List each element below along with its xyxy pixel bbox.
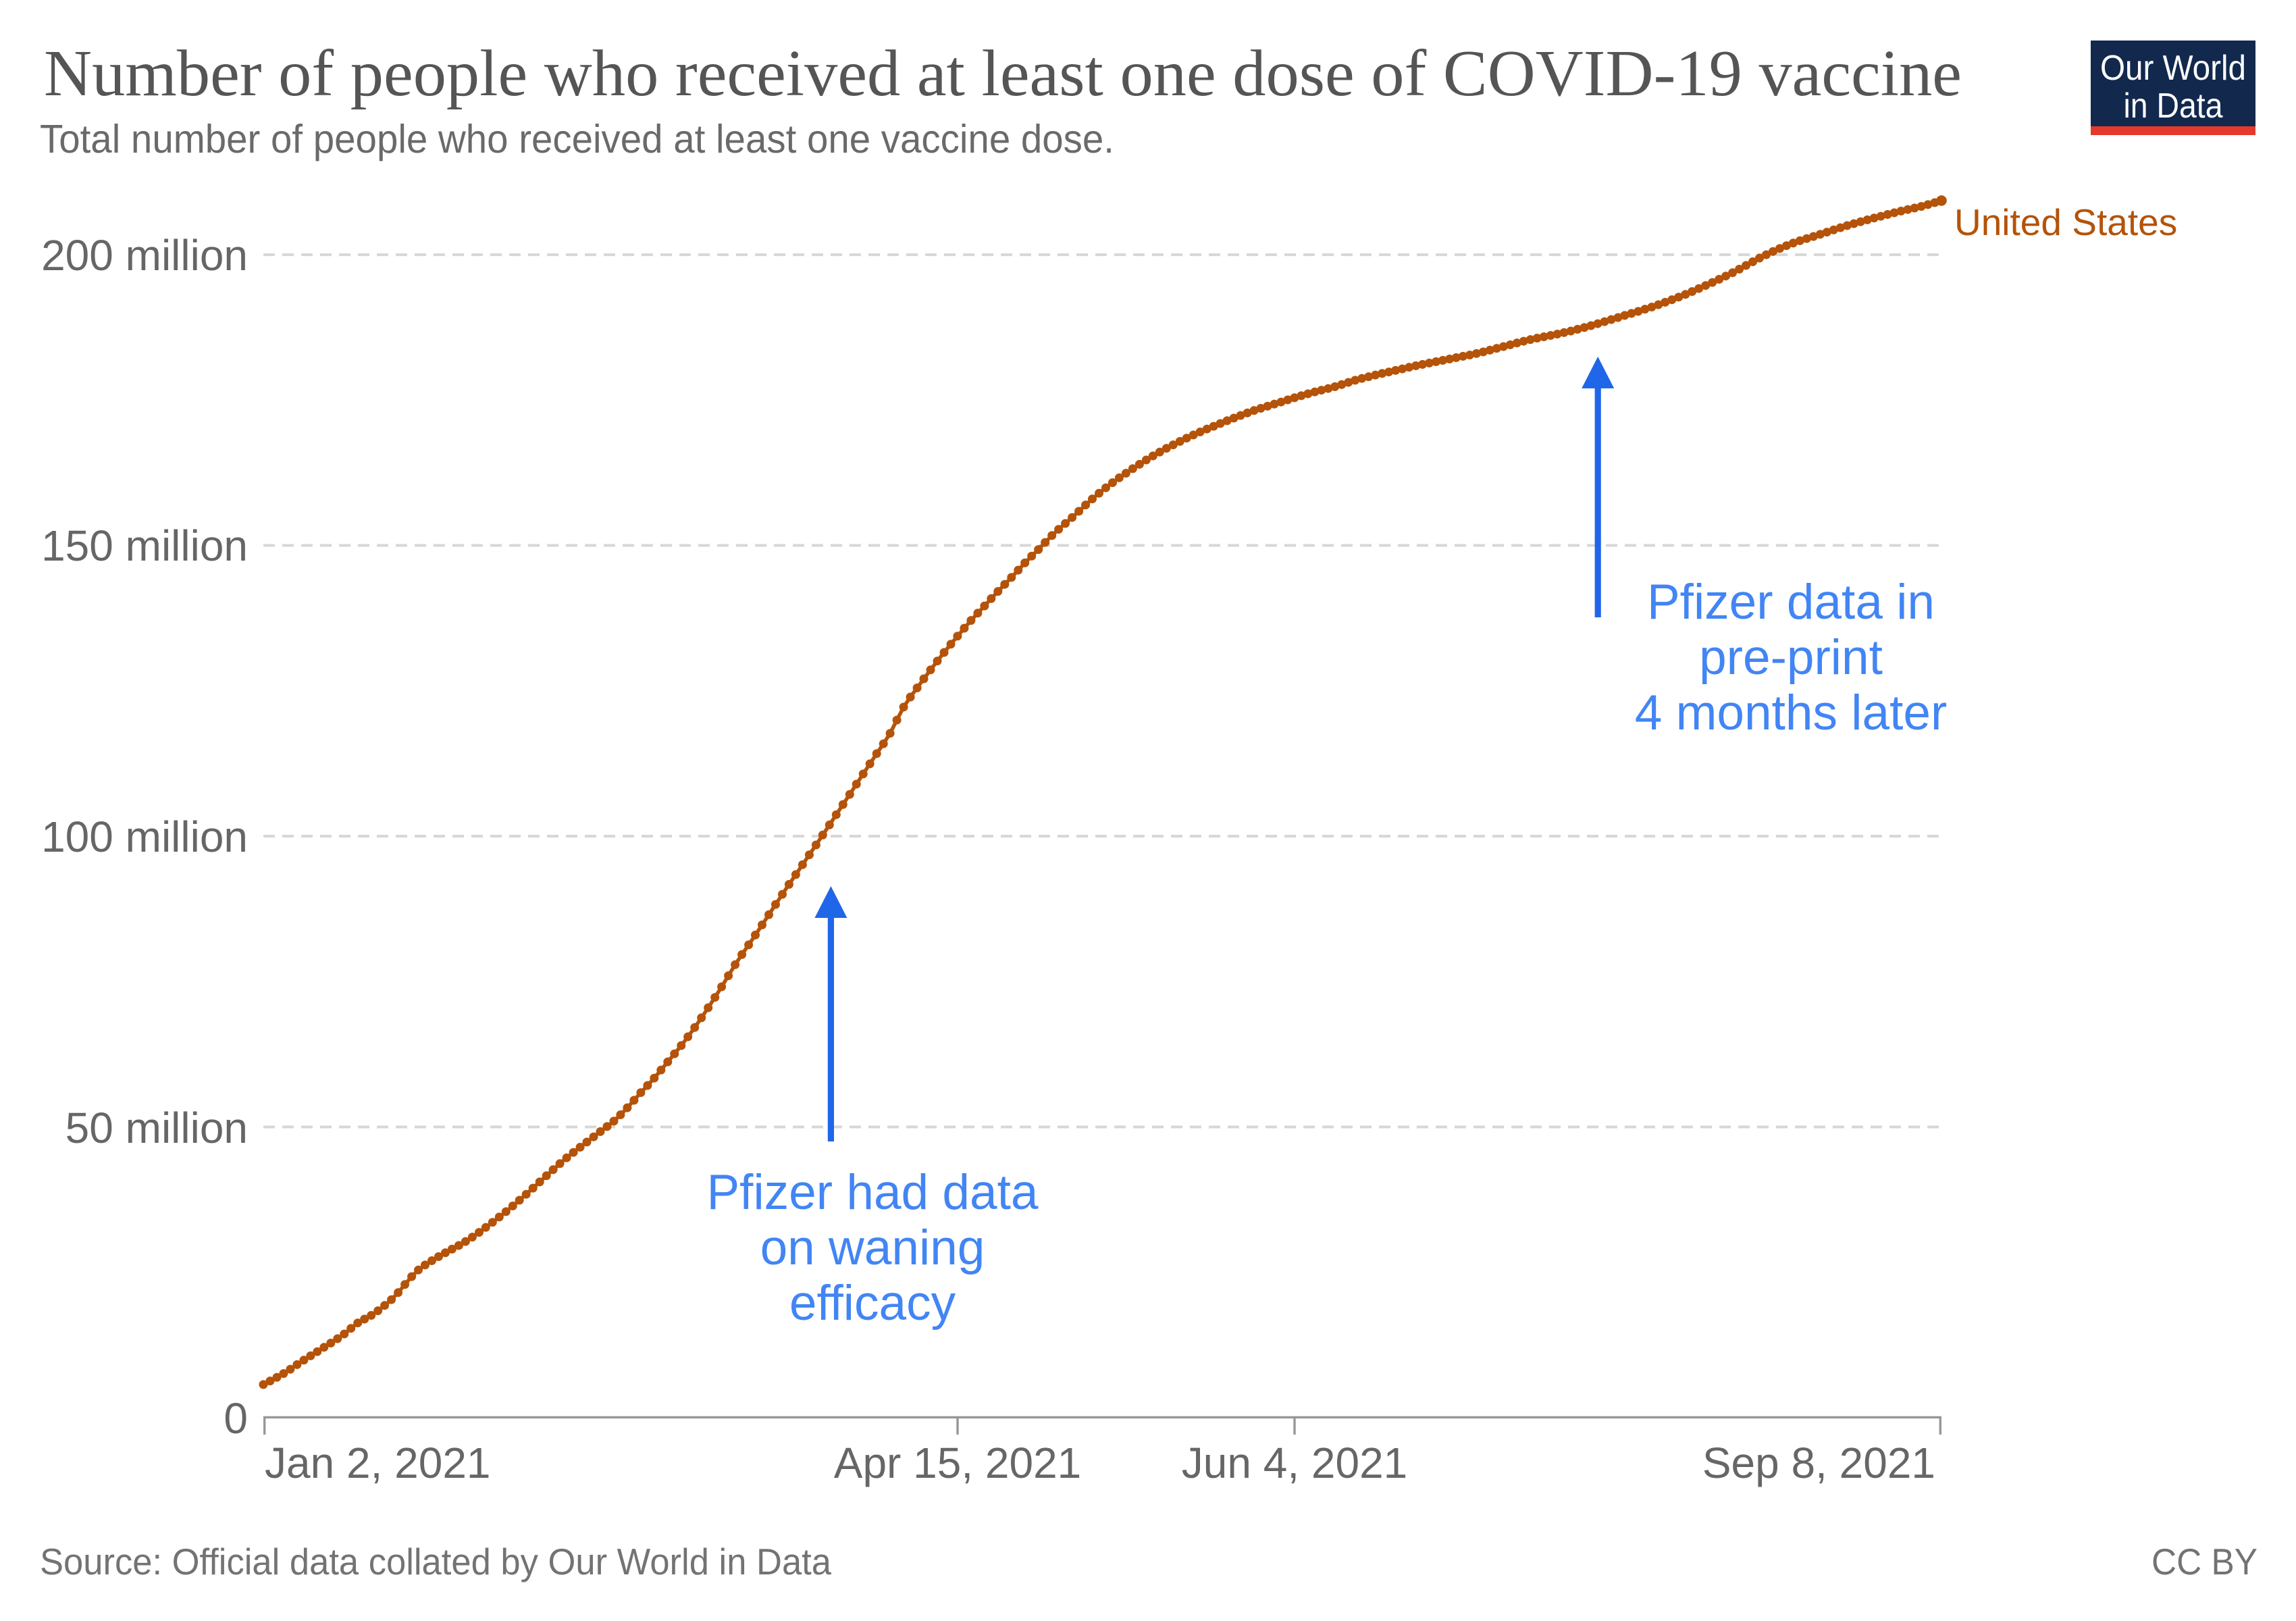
svg-text:United States: United States [1954, 201, 2177, 243]
svg-text:Apr 15, 2021: Apr 15, 2021 [834, 1439, 1082, 1487]
svg-text:Pfizer data in: Pfizer data in [1647, 575, 1935, 629]
svg-text:100 million: 100 million [41, 813, 248, 861]
svg-text:Pfizer had data: Pfizer had data [706, 1165, 1038, 1220]
svg-text:Total number of people who rec: Total number of people who received at l… [40, 117, 1114, 161]
svg-text:in Data: in Data [2124, 86, 2223, 126]
svg-text:0: 0 [224, 1394, 248, 1443]
svg-text:Jun 4, 2021: Jun 4, 2021 [1182, 1439, 1408, 1487]
svg-text:4 months later: 4 months later [1635, 686, 1948, 740]
svg-text:pre-print: pre-print [1699, 630, 1883, 685]
svg-text:CC BY: CC BY [2151, 1541, 2258, 1583]
svg-text:200 million: 200 million [41, 231, 248, 280]
svg-text:efficacy: efficacy [789, 1276, 956, 1331]
svg-text:Jan 2, 2021: Jan 2, 2021 [265, 1439, 491, 1487]
svg-text:Number of people who received: Number of people who received at least o… [44, 37, 1962, 110]
svg-text:Our World: Our World [2100, 49, 2246, 88]
svg-text:150 million: 150 million [41, 521, 248, 570]
svg-text:Sep 8, 2021: Sep 8, 2021 [1702, 1439, 1935, 1487]
svg-text:Source: Official data collated: Source: Official data collated by Our Wo… [40, 1541, 831, 1583]
svg-text:on waning: on waning [760, 1220, 985, 1275]
svg-text:50 million: 50 million [66, 1104, 248, 1152]
